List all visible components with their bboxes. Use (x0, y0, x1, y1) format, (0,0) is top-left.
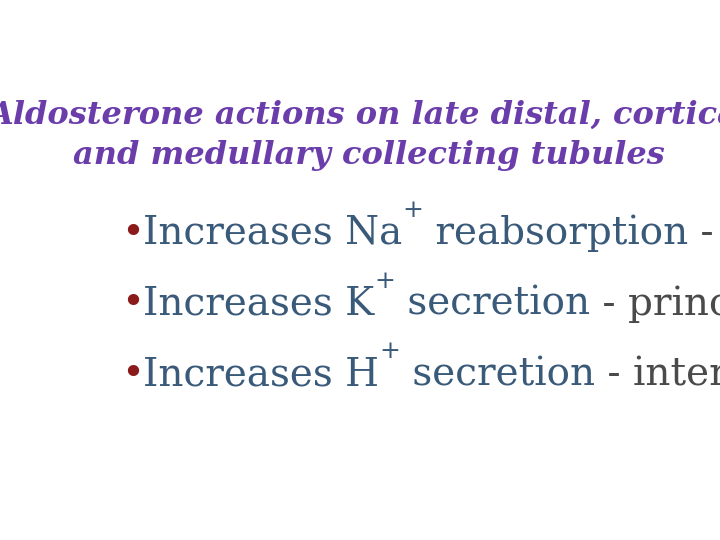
Text: +: + (402, 199, 423, 222)
Text: Increases K: Increases K (143, 285, 374, 322)
Text: +: + (379, 340, 400, 363)
Text: Increases Na: Increases Na (143, 215, 402, 252)
Text: - principal cells: - principal cells (590, 285, 720, 322)
Text: reabsorption: reabsorption (423, 214, 688, 252)
Text: - intercalated cells: - intercalated cells (595, 356, 720, 393)
Text: secretion: secretion (400, 356, 595, 393)
Text: Increases H: Increases H (143, 356, 379, 393)
Text: •: • (121, 356, 144, 393)
Text: •: • (121, 285, 144, 322)
Text: •: • (121, 215, 144, 252)
Text: Aldosterone actions on late distal, cortical
and medullary collecting tubules: Aldosterone actions on late distal, cort… (0, 100, 720, 171)
Text: - principal cells: - principal cells (688, 214, 720, 252)
Text: secretion: secretion (395, 285, 590, 322)
Text: +: + (374, 269, 395, 293)
